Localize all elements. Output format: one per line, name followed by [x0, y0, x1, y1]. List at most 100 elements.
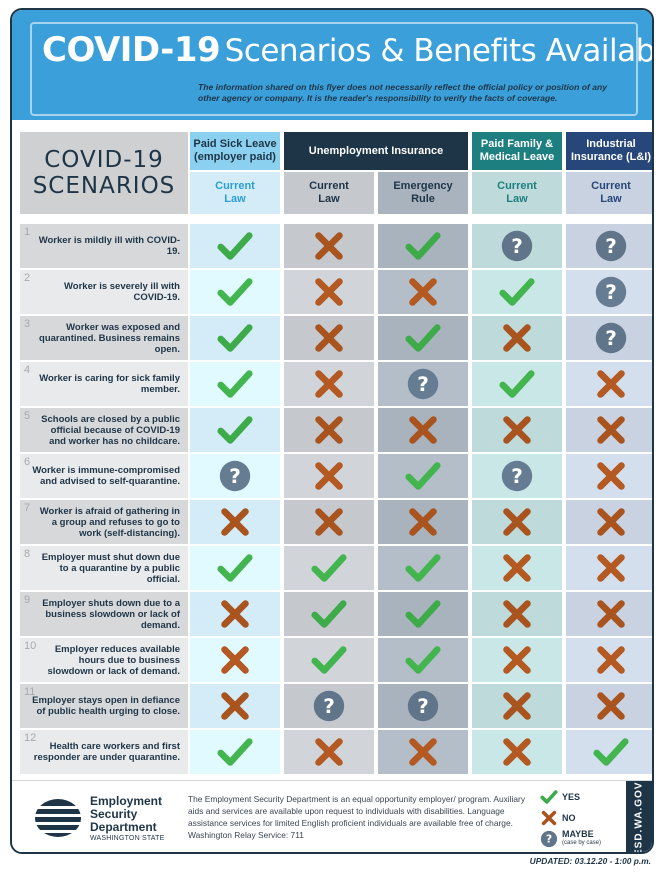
x-icon: [592, 365, 630, 403]
coverage-cell: [472, 316, 562, 360]
coverage-cell: [378, 270, 468, 314]
coverage-cell: [190, 362, 280, 406]
coverage-cell: [284, 454, 374, 498]
check-icon: [404, 549, 442, 587]
scenarios-heading: COVID-19 SCENARIOS: [20, 132, 188, 214]
footer: Employment Security Department WASHINGTO…: [12, 780, 652, 854]
coverage-cell: ?: [190, 454, 280, 498]
coverage-cell: [190, 316, 280, 360]
scenario-cell: 7 Worker is afraid of gathering in a grou…: [20, 500, 188, 544]
x-icon: [404, 503, 442, 541]
scenario-number: 7: [24, 503, 30, 514]
coverage-cell: ?: [566, 316, 654, 360]
coverage-cell: [190, 500, 280, 544]
scenario-cell: 4 Worker is caring for sick family member…: [20, 362, 188, 406]
sub-column-1: Current Law: [190, 172, 280, 214]
check-icon: [310, 595, 348, 633]
coverage-cell: [566, 546, 654, 590]
coverage-cell: [378, 316, 468, 360]
coverage-cell: [284, 224, 374, 268]
svg-text:?: ?: [511, 464, 523, 488]
x-icon: [498, 549, 536, 587]
check-icon: [540, 788, 558, 806]
scenario-text: Worker is mildly ill with COVID-19.: [32, 235, 180, 257]
coverage-cell: [378, 638, 468, 682]
coverage-cell: [566, 408, 654, 452]
x-icon: [498, 687, 536, 725]
legend-maybe-sub: (case by case): [562, 839, 601, 848]
legend-no: NO: [540, 808, 620, 828]
page-title: COVID-19 Scenarios & Benefits Available: [42, 30, 654, 70]
scenario-row: 11 Employer stays open in defiance of pub…: [20, 684, 644, 728]
coverage-cell: ?: [378, 362, 468, 406]
check-icon: [216, 733, 254, 771]
coverage-cell: [566, 638, 654, 682]
x-icon: [310, 365, 348, 403]
coverage-cell: [378, 546, 468, 590]
coverage-cell: [284, 546, 374, 590]
coverage-cell: [472, 592, 562, 636]
legend: YES NO ? MAYBE (case by case): [540, 787, 620, 850]
x-icon: [592, 687, 630, 725]
coverage-cell: [378, 224, 468, 268]
flyer: COVID-19 Scenarios & Benefits Available …: [10, 8, 654, 854]
scenario-cell: 1 Worker is mildly ill with COVID-19.: [20, 224, 188, 268]
coverage-cell: [190, 224, 280, 268]
question-icon: ?: [592, 273, 630, 311]
x-icon: [498, 733, 536, 771]
coverage-cell: [190, 592, 280, 636]
coverage-cell: [284, 316, 374, 360]
x-icon: [310, 227, 348, 265]
benefit-group-3: Paid Family & Medical Leave: [472, 132, 562, 170]
question-icon: ?: [498, 227, 536, 265]
coverage-cell: [190, 546, 280, 590]
scenario-row: 5 Schools are closed by a public official…: [20, 408, 644, 452]
coverage-cell: [472, 500, 562, 544]
check-icon: [498, 365, 536, 403]
logo-state: WASHINGTON STATE: [90, 835, 165, 842]
check-icon: [404, 227, 442, 265]
coverage-cell: [284, 362, 374, 406]
check-icon: [216, 365, 254, 403]
x-icon: [592, 595, 630, 633]
coverage-cell: [378, 592, 468, 636]
x-icon: [310, 503, 348, 541]
scenario-number: 3: [24, 319, 30, 330]
esd-logo: Employment Security Department WASHINGTO…: [34, 795, 184, 849]
coverage-cell: [566, 730, 654, 774]
website-link[interactable]: ESD.WA.GOV: [626, 781, 652, 854]
svg-text:?: ?: [605, 326, 617, 350]
x-icon: [540, 809, 558, 827]
x-icon: [404, 733, 442, 771]
x-icon: [498, 595, 536, 633]
x-icon: [310, 411, 348, 449]
x-icon: [404, 273, 442, 311]
x-icon: [310, 733, 348, 771]
disclaimer: The information shared on this flyer doe…: [198, 82, 628, 104]
coverage-cell: [378, 500, 468, 544]
scenario-number: 12: [24, 733, 36, 744]
sub-column-2: Current Law: [284, 172, 374, 214]
x-icon: [592, 503, 630, 541]
legend-maybe-label: MAYBE: [562, 829, 594, 839]
header-banner: COVID-19 Scenarios & Benefits Available …: [12, 10, 652, 124]
sub-column-4: Current Law: [472, 172, 562, 214]
coverage-cell: [190, 638, 280, 682]
scenario-cell: 2 Worker is severely ill with COVID-19.: [20, 270, 188, 314]
scenario-cell: 5 Schools are closed by a public official…: [20, 408, 188, 452]
scenario-number: 5: [24, 411, 30, 422]
x-icon: [498, 319, 536, 357]
x-icon: [498, 503, 536, 541]
updated-timestamp: UPDATED: 03.12.20 - 1:00 p.m.: [530, 856, 651, 866]
scenario-cell: 8 Employer must shut down due to a quaran…: [20, 546, 188, 590]
scenario-cell: 6 Worker is immune-compromised and advise…: [20, 454, 188, 498]
question-icon: ?: [592, 227, 630, 265]
scenario-row: 8 Employer must shut down due to a quaran…: [20, 546, 644, 590]
svg-text:?: ?: [417, 372, 429, 396]
x-icon: [404, 411, 442, 449]
check-icon: [216, 549, 254, 587]
svg-text:?: ?: [546, 833, 552, 846]
scenario-row: 1 Worker is mildly ill with COVID-19.??: [20, 224, 644, 268]
coverage-cell: [378, 730, 468, 774]
scenario-row: 3 Worker was exposed and quarantined. Bus…: [20, 316, 644, 360]
